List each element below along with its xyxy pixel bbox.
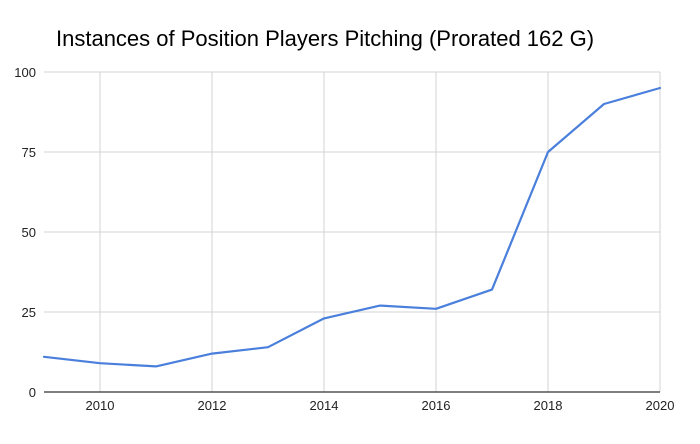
y-tick-label: 25 [22,305,36,320]
x-tick-label: 2018 [534,398,563,413]
x-tick-label: 2012 [198,398,227,413]
y-tick-label: 0 [29,385,36,400]
y-axis-ticks: 0 25 50 75 100 [14,65,36,400]
y-tick-label: 50 [22,225,36,240]
chart-title: Instances of Position Players Pitching (… [56,26,595,51]
y-tick-label: 100 [14,65,36,80]
x-tick-label: 2010 [86,398,115,413]
x-tick-label: 2016 [422,398,451,413]
y-tick-label: 75 [22,145,36,160]
x-tick-label: 2020 [646,398,675,413]
data-series-line [42,86,662,368]
x-tick-label: 2014 [310,398,339,413]
x-axis-ticks: 2010 2012 2014 2016 2018 2020 [86,398,675,413]
gridlines [44,71,661,392]
